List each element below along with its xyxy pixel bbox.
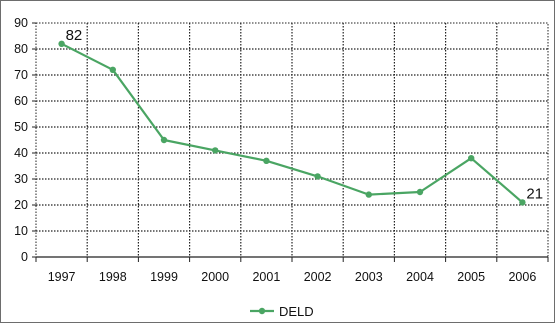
- data-label: 21: [526, 185, 543, 202]
- data-point: [58, 40, 65, 47]
- y-tick-label: 60: [14, 94, 28, 108]
- data-point: [416, 188, 424, 196]
- data-point: [468, 155, 475, 162]
- data-point: [314, 173, 321, 180]
- y-tick-label: 10: [14, 224, 28, 238]
- x-tick-label: 1999: [150, 270, 178, 284]
- legend-marker: [258, 307, 266, 315]
- data-point: [109, 66, 117, 74]
- y-tick-label: 80: [14, 42, 28, 56]
- y-tick-label: 20: [14, 198, 28, 212]
- data-point: [212, 147, 219, 154]
- x-tick-label: 2001: [252, 270, 280, 284]
- y-tick-label: 40: [14, 146, 28, 160]
- x-tick-label: 1998: [99, 270, 127, 284]
- x-tick-label: 2003: [355, 270, 383, 284]
- x-tick-label: 2004: [406, 270, 434, 284]
- x-tick-label: 2006: [508, 270, 536, 284]
- y-tick-label: 90: [14, 16, 28, 30]
- y-tick-label: 0: [21, 250, 28, 264]
- data-point: [160, 136, 168, 144]
- y-tick-label: 70: [14, 68, 28, 82]
- data-point: [519, 199, 526, 206]
- y-tick-label: 30: [14, 172, 28, 186]
- legend-label: DELD: [279, 304, 314, 319]
- data-point: [365, 191, 372, 198]
- data-label: 82: [66, 27, 83, 44]
- x-tick-label: 2005: [457, 270, 485, 284]
- x-tick-label: 2000: [201, 270, 229, 284]
- series-line-deld: [61, 42, 524, 204]
- x-tick-label: 1997: [48, 270, 76, 284]
- y-tick-label: 50: [14, 120, 28, 134]
- data-point: [263, 157, 270, 164]
- x-tick-label: 2002: [304, 270, 332, 284]
